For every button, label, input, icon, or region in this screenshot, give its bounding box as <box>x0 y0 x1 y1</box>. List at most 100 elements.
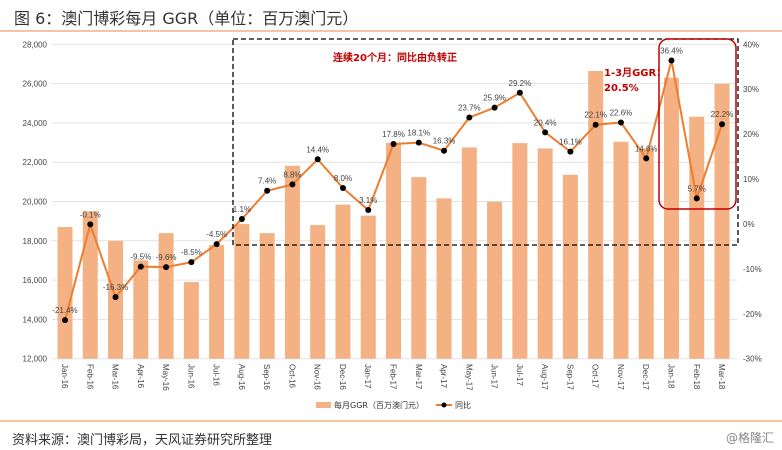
yoy-point <box>719 121 726 128</box>
yoy-point <box>516 89 523 96</box>
source-note: 资料来源：澳门博彩局，天风证券研究所整理 <box>12 433 273 448</box>
ggr-bar <box>335 204 351 359</box>
yoy-point <box>289 181 296 188</box>
yoy-point <box>491 104 498 111</box>
yoy-data-label: -16.3% <box>103 283 128 292</box>
yoy-point <box>137 263 144 270</box>
x-axis-tick: Jan-16 <box>60 364 69 389</box>
yoy-point <box>390 141 397 148</box>
x-axis-tick: Jun-17 <box>490 364 499 389</box>
annotation-q1-value: 20.5% <box>604 83 639 94</box>
annotation-streak: 连续20个月：同比由负转正 <box>333 51 457 64</box>
right-axis-tick: -10% <box>743 265 762 274</box>
highlight-dashed-box <box>232 38 739 246</box>
legend-line-marker <box>441 402 447 408</box>
yoy-data-label: 1.1% <box>233 205 251 214</box>
ggr-bar <box>613 141 629 359</box>
x-axis-tick: Feb-16 <box>85 364 94 390</box>
yoy-point <box>213 241 220 248</box>
legend-line-label: 同比 <box>455 400 471 410</box>
left-axis-tick: 18,000 <box>23 237 48 246</box>
x-axis-tick: Mar-16 <box>111 364 120 390</box>
yoy-point <box>643 155 650 162</box>
right-axis-tick: 20% <box>743 130 759 139</box>
yoy-point <box>264 187 271 194</box>
ggr-bar <box>487 201 503 359</box>
yoy-point <box>365 207 372 214</box>
x-axis-tick: Aug-17 <box>540 364 549 390</box>
yoy-data-label: -21.4% <box>52 306 77 315</box>
yoy-data-label: 5.7% <box>688 184 706 193</box>
ggr-bar <box>714 83 730 359</box>
x-axis-tick: Sep-16 <box>262 364 271 390</box>
right-axis-tick: 10% <box>743 175 759 184</box>
yoy-data-label: 3.1% <box>359 196 377 205</box>
yoy-point <box>415 139 422 146</box>
legend-bar-swatch <box>316 402 331 408</box>
yoy-data-label: -9.5% <box>130 253 151 262</box>
yoy-data-label: 36.4% <box>660 46 683 55</box>
yoy-data-label: 22.6% <box>610 108 633 117</box>
left-axis-tick: 26,000 <box>23 80 48 89</box>
ggr-bar <box>689 116 705 359</box>
ggr-bar <box>588 71 604 359</box>
right-axis-tick: 0% <box>743 220 755 229</box>
x-axis-tick: May-17 <box>464 364 473 391</box>
x-axis-tick: Nov-16 <box>313 364 322 390</box>
x-axis-tick: May-16 <box>161 364 170 391</box>
ggr-bar <box>234 224 250 359</box>
ggr-bar <box>158 233 174 359</box>
yoy-data-label: 14.4% <box>306 145 329 154</box>
yoy-data-label: 23.7% <box>458 104 481 113</box>
legend: 每月GGR（百万澳门元） 同比 <box>316 400 471 410</box>
yoy-data-label: 18.1% <box>407 129 430 138</box>
left-axis-tick: 20,000 <box>23 198 48 207</box>
x-axis-tick: Apr-17 <box>439 364 448 389</box>
figure-title: 图 6：澳门博彩每月 GGR（单位：百万澳门元） <box>14 9 359 28</box>
x-axis-tick: Nov-17 <box>616 364 625 390</box>
legend-bar-label: 每月GGR（百万澳门元） <box>334 400 424 410</box>
x-axis-tick: Jan-17 <box>363 364 372 389</box>
right-axis-tick: 40% <box>743 40 759 49</box>
ggr-bar <box>512 143 528 359</box>
yoy-point <box>617 119 624 126</box>
ggr-bar <box>663 77 679 359</box>
yoy-data-label: 29.2% <box>509 79 532 88</box>
ggr-bar <box>133 260 149 359</box>
x-axis-tick: Mar-17 <box>414 364 423 390</box>
yoy-point <box>238 216 245 223</box>
yoy-data-label: 8.8% <box>283 170 301 179</box>
ggr-bar <box>310 225 326 359</box>
yoy-data-label: 14.6% <box>635 144 658 153</box>
yoy-data-label: 25.9% <box>483 94 506 103</box>
yoy-data-label: -4.5% <box>206 230 227 239</box>
annotation-q1-label: 1-3月GGR： <box>604 67 666 79</box>
x-axis-tick: Apr-16 <box>136 364 145 389</box>
highlight-red-box <box>658 38 737 210</box>
ggr-bar <box>259 233 275 359</box>
yoy-point <box>314 156 321 163</box>
ggr-bar <box>461 147 477 359</box>
yoy-data-label: -0.1% <box>80 210 101 219</box>
x-axis-tick: Jul-16 <box>212 364 221 386</box>
x-axis-tick: Feb-17 <box>389 364 398 390</box>
left-axis-tick: 24,000 <box>23 119 48 128</box>
yoy-point <box>567 148 574 155</box>
ggr-bar <box>411 177 427 359</box>
yoy-point <box>466 114 473 121</box>
left-axis-tick: 16,000 <box>23 276 48 285</box>
ggr-bar <box>436 198 452 359</box>
yoy-data-label: 17.8% <box>382 130 405 139</box>
yoy-data-label: 16.3% <box>433 137 456 146</box>
x-axis-tick: Sep-17 <box>565 364 574 390</box>
left-axis-tick: 12,000 <box>23 355 48 364</box>
x-axis-tick: Feb-18 <box>692 364 701 390</box>
yoy-point <box>62 317 68 324</box>
yoy-point <box>112 294 119 301</box>
right-axis-tick: -30% <box>743 355 762 364</box>
ggr-bar <box>183 282 199 359</box>
yoy-data-label: 8.0% <box>334 174 352 183</box>
yoy-point <box>693 195 700 202</box>
